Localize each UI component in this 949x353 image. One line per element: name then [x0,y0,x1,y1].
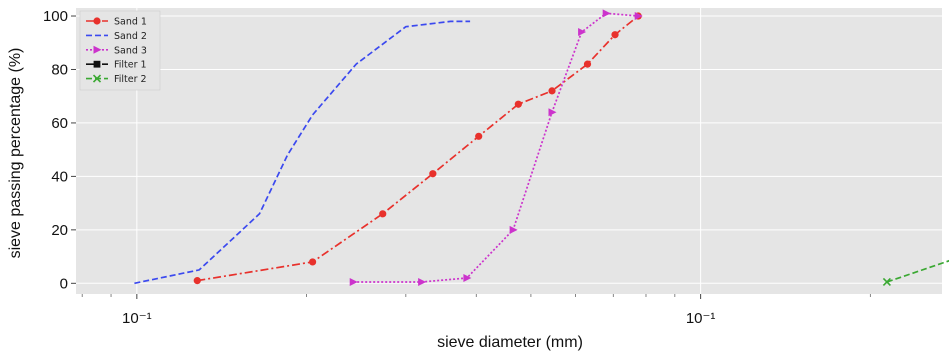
y-tick-label: 0 [60,275,68,292]
data-point-sand-3 [578,28,587,37]
data-point-sand-3 [548,108,557,117]
y-axis-label: sieve passing percentage (%) [7,48,24,259]
legend-marker-filter-1 [93,60,101,68]
marker-stroke [92,74,102,83]
legend-marker-sand-1 [93,17,101,25]
legend-marker-sand-3 [93,45,102,54]
data-point-sand-1 [429,170,437,178]
legend-label-sand-3: Sand 3 [114,45,147,56]
data-point-sand-3 [418,277,427,286]
legend-marker-filter-2 [92,74,102,83]
x-tick-label: 10⁻¹ [122,310,152,327]
legend-label-filter-1: Filter 1 [114,60,147,71]
y-tick-label: 20 [51,222,68,239]
data-point-sand-3 [463,273,472,282]
data-point-sand-1 [514,100,522,108]
marker-stroke [882,277,891,287]
plot-background [76,8,942,294]
x-tick-label: 10⁻¹ [686,310,716,327]
data-point-sand-1 [611,31,619,39]
data-point-sand-1 [379,210,387,218]
legend-label-sand-2: Sand 2 [114,31,147,42]
data-point-sand-1 [548,87,556,95]
data-point-sand-1 [583,60,592,68]
y-tick-label: 60 [51,115,68,132]
data-point-sand-3 [349,277,358,286]
data-point-filter-2 [882,277,891,287]
y-tick-label: 40 [51,168,68,185]
legend: Sand 1 Sand 2 Sand 3 Filter 1 Filter 2 [79,10,161,91]
data-point-sand-1 [193,277,201,285]
data-point-sand-1 [475,132,483,140]
data-point-sand-1 [308,258,317,266]
legend-label-sand-1: Sand 1 [114,17,147,28]
series-layer [134,9,949,287]
legend-box [79,10,161,91]
grid [76,8,942,294]
y-tick-label: 80 [51,61,68,78]
data-point-sand-3 [634,12,643,21]
x-axis-label: sieve diameter (mm) [437,334,583,351]
data-point-sand-3 [509,225,518,234]
data-point-sand-3 [602,9,611,18]
y-tick-label: 100 [43,8,68,25]
series-line-sand-2 [134,20,471,285]
legend-label-filter-2: Filter 2 [114,74,147,85]
